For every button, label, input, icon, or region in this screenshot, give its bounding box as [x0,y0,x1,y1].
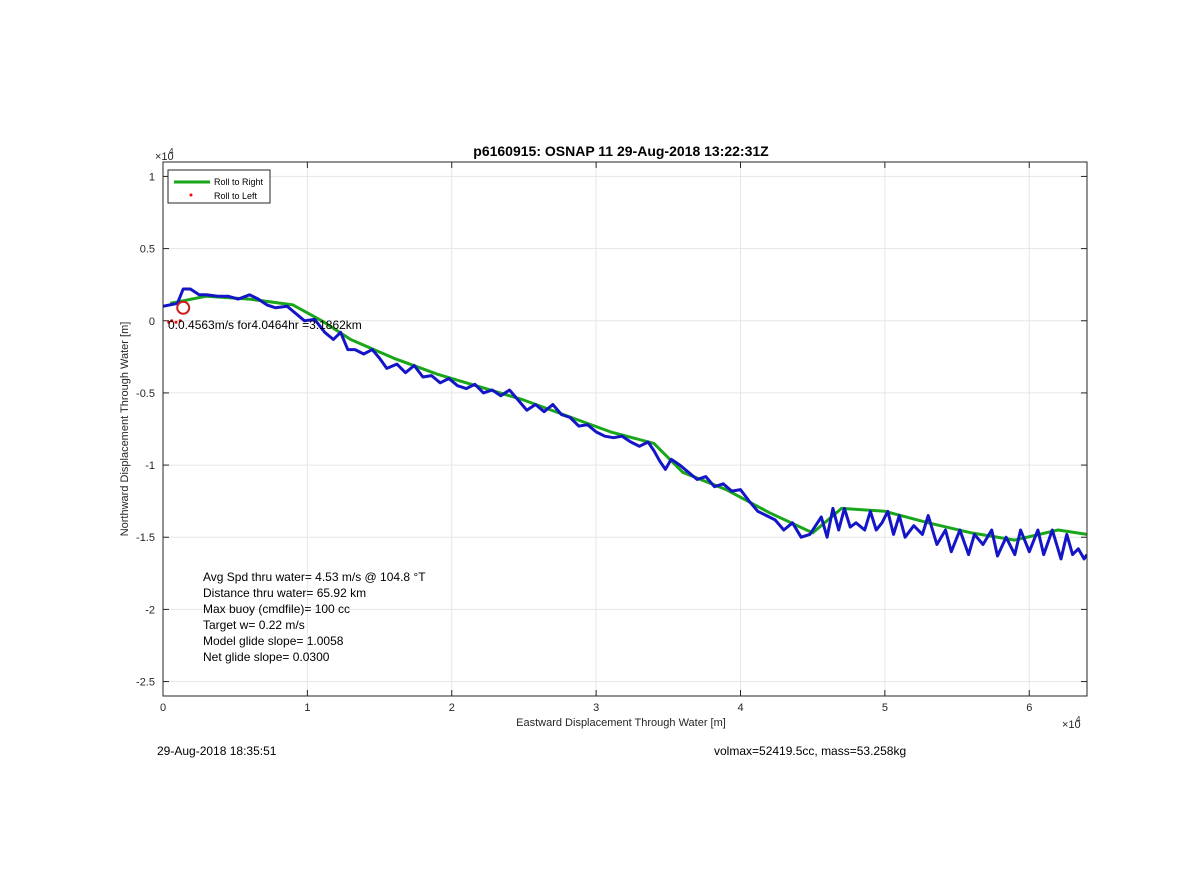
y-axis-exponent-value: 4 [169,147,174,156]
series-roll-to-left-point [174,320,178,324]
y-tick-label: 0.5 [140,244,155,256]
stats-annotation: Avg Spd thru water= 4.53 m/s @ 104.8 °T … [203,570,426,664]
start-marker [176,300,191,315]
plot-area: 0 1 2 3 4 5 6 1 0.5 0 -0.5 -1 -1.5 -2 -2.5 [136,161,1088,714]
legend: Roll to Right Roll to Left [167,169,271,204]
y-tick-label: -1 [145,460,155,472]
y-axis-multiplier: ×10 [155,151,174,163]
x-ticks: 0 1 2 3 4 5 6 [160,162,1032,714]
stat-model-glide-slope: Model glide slope= 1.0058 [203,634,344,648]
legend-swatch-roll-left [189,193,193,197]
stat-avg-speed: Avg Spd thru water= 4.53 m/s @ 104.8 °T [203,570,426,584]
x-tick-label: 5 [882,702,888,714]
x-tick-label: 6 [1026,702,1032,714]
grid [162,162,1087,696]
y-axis-label: Northward Displacement Through Water [m] [119,322,131,537]
series-roll-to-left-point [170,319,174,323]
x-tick-label: 3 [593,702,599,714]
x-axis-multiplier: ×10 [1062,719,1081,731]
stat-net-glide-slope: Net glide slope= 0.0300 [203,650,330,664]
chart-title: p6160915: OSNAP 11 29-Aug-2018 13:22:31Z [473,143,769,159]
legend-label-roll-left: Roll to Left [214,191,258,201]
overlap-annotation: 0.0.4563m/s for4.0464hr =3.1862km [168,318,362,332]
y-axis-exponent: ×10 4 [155,147,174,163]
y-tick-label: -2 [145,604,155,616]
x-tick-label: 1 [304,702,310,714]
x-axis-exponent-value: 4 [1076,715,1081,724]
series-group [163,287,1087,561]
x-tick-label: 4 [737,702,743,714]
series-layer [163,287,1087,561]
stat-target-w: Target w= 0.22 m/s [203,618,305,632]
y-tick-label: 0 [149,316,155,328]
y-ticks: 1 0.5 0 -0.5 -1 -1.5 -2 -2.5 [136,171,1087,689]
footer-vol-mass: volmax=52419.5cc, mass=53.258kg [714,744,907,758]
series-roll-to-right [169,294,1087,542]
y-tick-label: 1 [149,171,155,183]
legend-box [167,169,271,204]
y-tick-label: -1.5 [136,532,155,544]
x-axis-label: Eastward Displacement Through Water [m] [516,717,726,729]
x-tick-label: 2 [449,702,455,714]
stat-distance: Distance thru water= 65.92 km [203,586,366,600]
y-tick-label: -2.5 [136,677,155,689]
footer-timestamp: 29-Aug-2018 18:35:51 [157,744,277,758]
axes-box [162,161,1088,697]
legend-label-roll-right: Roll to Right [214,177,264,187]
axes-background [163,162,1087,696]
y-tick-label: -0.5 [136,388,155,400]
series-roll-to-left-point [167,320,171,324]
x-axis-exponent: ×10 4 [1062,715,1081,731]
x-tick-label: 0 [160,702,166,714]
series-roll-to-left-point [178,319,182,323]
stat-max-buoy: Max buoy (cmdfile)= 100 cc [203,602,350,616]
series-track [163,287,1087,561]
